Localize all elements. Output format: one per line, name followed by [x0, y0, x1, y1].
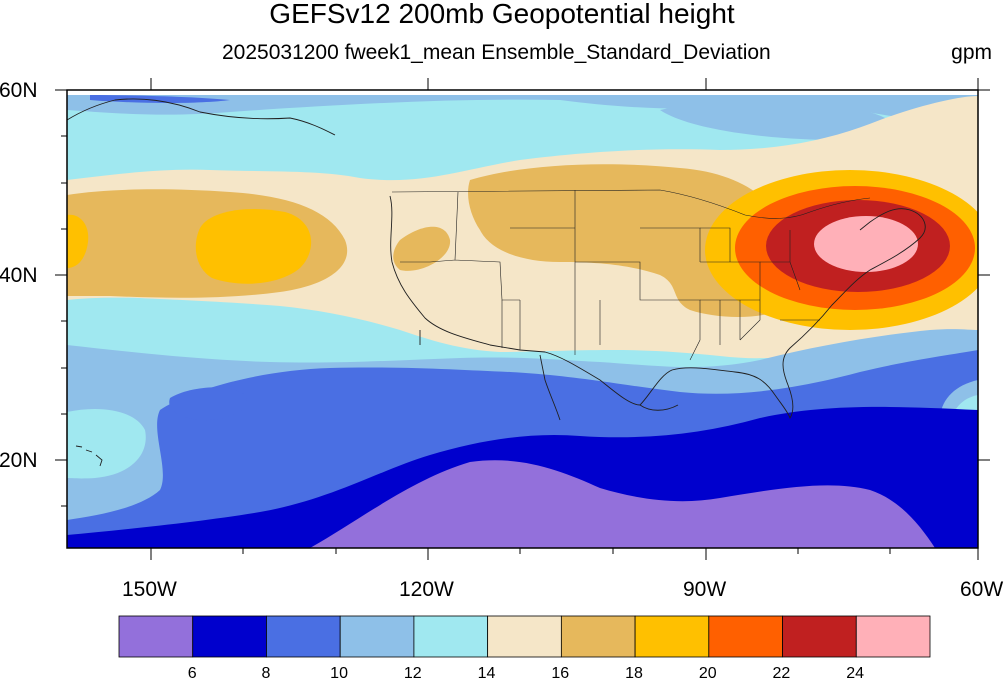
- colorbar-swatch: [413, 615, 489, 658]
- colorbar-label: 10: [330, 665, 348, 682]
- axis-ticks: [55, 78, 990, 560]
- colorbar-swatch: [855, 615, 931, 658]
- colorbar-label: 6: [187, 665, 197, 682]
- colorbar-label: 24: [846, 665, 865, 682]
- band-lt6: [310, 460, 935, 548]
- political-borders: [391, 189, 871, 361]
- lon-label-90w: 90W: [683, 578, 727, 601]
- colorbar-swatch: [339, 615, 415, 658]
- colorbar-label: 18: [625, 665, 643, 682]
- map-frame: [66, 89, 979, 549]
- colorbar: [118, 615, 931, 658]
- colorbar-swatch: [782, 615, 857, 658]
- colorbar-label: 8: [261, 665, 271, 682]
- colorbar-label: 16: [551, 665, 570, 682]
- colorbar-swatch: [266, 615, 341, 658]
- colorbar-label: 22: [772, 665, 791, 682]
- colorbar-label: 20: [698, 665, 717, 682]
- band-24-plus: [814, 216, 918, 272]
- chart-title: GEFSv12 200mb Geopotential height: [269, 0, 735, 29]
- lon-label-60w: 60W: [960, 578, 1004, 601]
- colorbar-swatch: [708, 615, 783, 658]
- coastlines: [67, 98, 926, 467]
- colorbar-label: 14: [477, 665, 496, 682]
- lat-label-20n: 20N: [0, 449, 38, 472]
- units-label: gpm: [951, 41, 992, 64]
- colorbar-swatch: [192, 615, 267, 658]
- chart-subtitle: 2025031200 fweek1_mean Ensemble_Standard…: [222, 41, 771, 64]
- band-16-18-plains: [468, 164, 797, 317]
- colorbar-label: 12: [403, 665, 422, 682]
- lat-label-40n: 40N: [0, 264, 38, 287]
- lon-label-120w: 120W: [399, 578, 454, 601]
- colorbar-swatch: [634, 615, 710, 658]
- colorbar-swatch: [118, 615, 194, 658]
- colorbar-swatch: [487, 615, 562, 658]
- lat-label-60n: 60N: [0, 79, 38, 102]
- lon-label-150w: 150W: [122, 578, 177, 601]
- colorbar-swatch: [560, 615, 636, 658]
- band-18-20-west: [195, 208, 312, 284]
- contour-field: [67, 95, 978, 548]
